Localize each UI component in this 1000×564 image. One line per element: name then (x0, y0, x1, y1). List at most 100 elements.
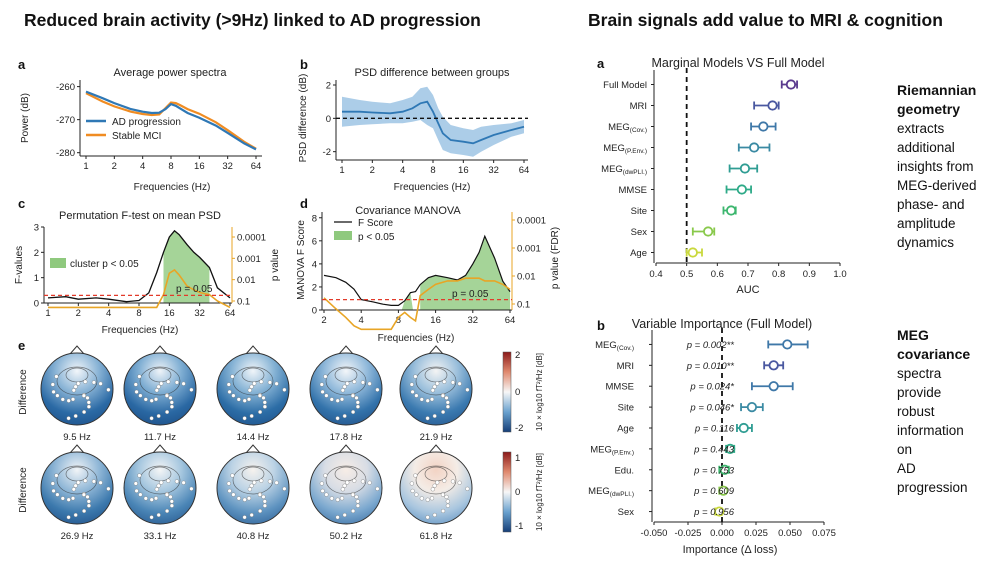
significant-sensor (230, 473, 235, 478)
panel-b-title: PSD difference between groups (354, 67, 510, 79)
f-score-line (323, 234, 511, 306)
significant-sensor (165, 409, 170, 415)
panel-d: d Covariance MANOVA MANOVA F Score p val… (296, 196, 561, 344)
category-label: MEG(Cov.) (608, 122, 647, 134)
topomap-frequency-label: 9.5 Hz (63, 432, 91, 443)
panel-c-ylabel: F-values (14, 246, 25, 284)
legend-f-score-label: F Score (358, 218, 393, 229)
panel-c-right-ytick-label: 0.0001 (237, 233, 266, 244)
significant-sensor (249, 413, 254, 419)
significant-sensor (242, 497, 247, 502)
significant-sensor (419, 397, 424, 402)
significant-sensor (465, 387, 470, 392)
significant-sensor (410, 488, 415, 493)
significant-sensor (73, 413, 78, 419)
category-label: Age (630, 248, 647, 259)
significant-sensor (345, 381, 350, 386)
panel-c-title: Permutation F-test on mean PSD (59, 210, 221, 222)
significant-sensor (82, 409, 87, 415)
significant-sensor (189, 387, 194, 392)
side-note-2: MEG covariance spectra provide robust in… (897, 327, 970, 495)
panel-b-xtick-label: 8 (430, 165, 435, 176)
colorbar-1-tick: 0 (515, 387, 520, 398)
topomap-nose (338, 444, 354, 454)
threshold-label: p = 0.05 (452, 289, 489, 300)
panel-c-xlabel: Frequencies (Hz) (102, 325, 179, 336)
significant-sensor (143, 397, 148, 402)
panel-c-ytick-label: 3 (34, 223, 39, 234)
significant-sensor (137, 473, 142, 478)
significant-sensor (432, 512, 437, 518)
significant-sensor (66, 515, 71, 520)
legend-cluster-label: cluster p < 0.05 (70, 259, 139, 270)
significant-sensor (149, 398, 154, 403)
topomap-head (40, 451, 114, 525)
side-note-1-line: dynamics (897, 235, 954, 250)
panel-c-ytick-label: 0 (34, 299, 39, 310)
topomap-nose (338, 345, 354, 355)
significant-sensor (181, 381, 186, 386)
panel-a-plot: 1 2 4 8 16 32 64 -260 -270 -280 (56, 80, 262, 172)
significant-sensor (249, 512, 254, 518)
topomap (399, 444, 473, 525)
panel-d-ytick-label: 0 (312, 306, 317, 317)
category-label: Sex (631, 227, 648, 238)
panel-b-xtick-label: 64 (519, 165, 530, 176)
panel-a-ytick-label: -270 (56, 115, 75, 126)
significant-sensor (149, 497, 154, 502)
topomap-head (399, 451, 473, 525)
panel-c-ylabel-right: p value (270, 248, 281, 281)
significant-sensor (242, 515, 247, 520)
significant-sensor (71, 487, 76, 492)
panel-a: a Average power spectra Power (dB) Frequ… (18, 57, 262, 193)
significant-sensor (86, 499, 91, 504)
significant-sensor (352, 379, 357, 384)
panel-d-ytick-label: 6 (312, 236, 317, 247)
right-heading: Brain signals add value to MRI & cogniti… (588, 10, 943, 30)
significant-sensor (154, 487, 159, 492)
category-label: Site (631, 206, 647, 217)
panel-b-label: b (300, 57, 308, 72)
significant-sensor (227, 389, 232, 394)
panel-a-xtick-label: 64 (251, 161, 262, 172)
significant-sensor (445, 503, 450, 508)
panel-d-xlabel: Frequencies (Hz) (378, 333, 455, 344)
significant-sensor (360, 380, 365, 385)
side-note-2-line: spectra (897, 366, 942, 381)
side-note-1-line: MEG-derived (897, 178, 977, 193)
significant-sensor (444, 395, 449, 400)
category-label: MEG(Cov.) (595, 340, 634, 352)
significant-sensor (98, 381, 103, 386)
significant-sensor (444, 494, 449, 499)
right-b-title: Variable Importance (Full Model) (632, 317, 812, 331)
colorbar-1-label: 10 × log10 fT²/Hz [dB] (535, 353, 544, 431)
significant-sensor (153, 496, 159, 501)
significant-sensor (50, 481, 55, 486)
colorbar-1 (502, 351, 512, 433)
significant-sensor (354, 494, 359, 499)
significant-sensor (76, 480, 81, 485)
topomap-contour (325, 366, 367, 396)
significant-sensor (231, 393, 236, 398)
significant-sensor (274, 381, 279, 386)
significant-sensor (60, 496, 65, 501)
panel-d-right-ytick-label: 0.001 (517, 244, 541, 255)
significant-sensor (73, 512, 78, 518)
topomap-head (216, 451, 290, 525)
left-heading: Reduced brain activity (>9Hz) linked to … (24, 10, 481, 30)
significant-sensor (134, 389, 139, 394)
significant-sensor (50, 382, 55, 387)
topomap-nose (245, 345, 261, 355)
panel-e: e Difference Difference 9.5 Hz 11.7 Hz 14.… (18, 338, 544, 542)
significant-sensor (440, 393, 445, 398)
significant-sensor (419, 496, 424, 501)
significant-sensor (249, 483, 254, 488)
significant-sensor (457, 480, 462, 485)
significant-sensor (339, 397, 345, 402)
topomap-head (216, 352, 290, 426)
side-note-2-line: provide (897, 385, 941, 400)
significant-sensor (335, 416, 340, 421)
panel-b-xtick-label: 32 (488, 165, 499, 176)
p-value-label: p = 0.116 (694, 424, 735, 435)
